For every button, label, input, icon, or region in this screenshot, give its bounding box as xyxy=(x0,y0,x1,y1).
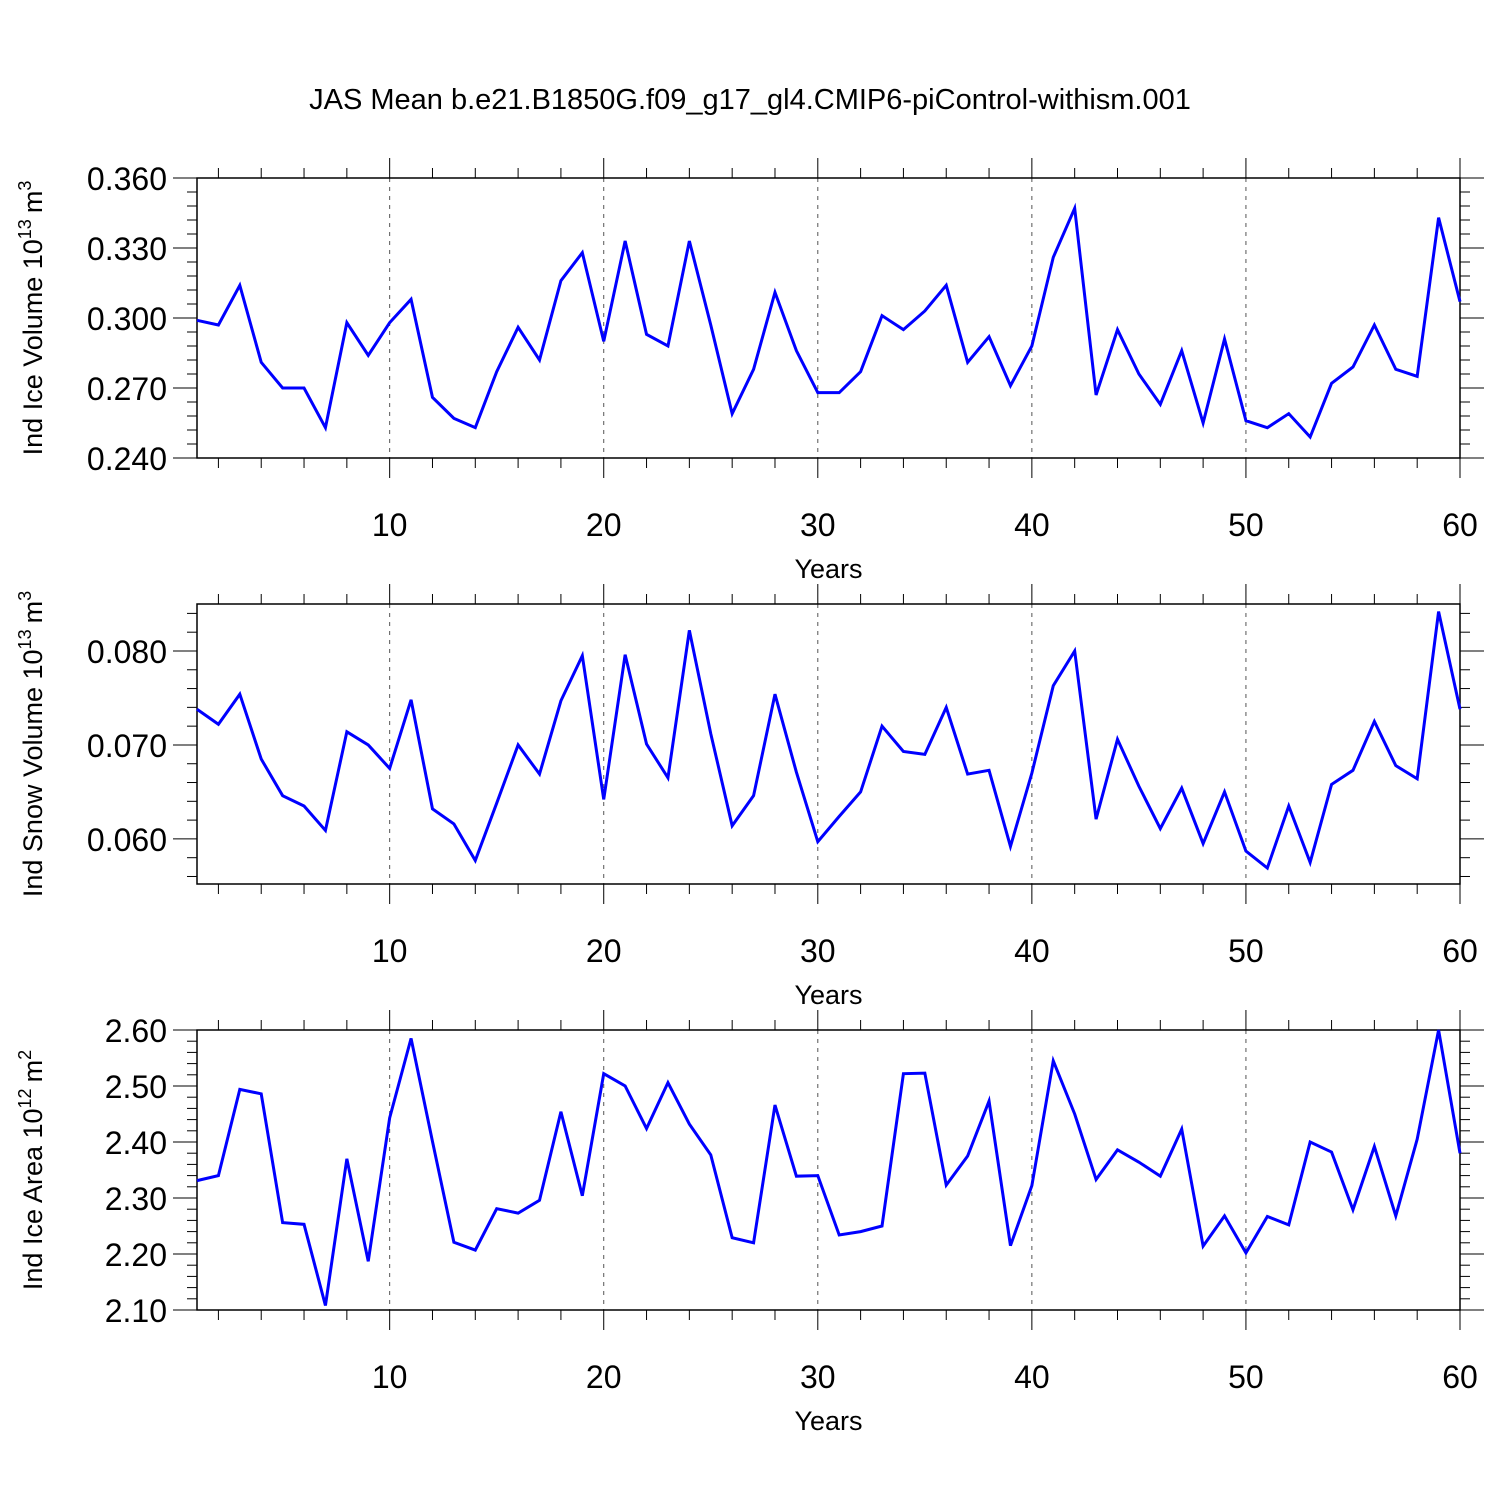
x-tick-label: 10 xyxy=(372,1359,408,1395)
y-tick-label: 0.270 xyxy=(87,371,167,407)
y-tick-label: 0.360 xyxy=(87,161,167,197)
y-tick-label: 0.240 xyxy=(87,441,167,477)
x-tick-label: 60 xyxy=(1442,933,1478,969)
chart-panel-3: 2.10 2.20 2.30 2.40 2.50 2.60 10 20 30 40 50 60 Year… xyxy=(15,1010,1484,1436)
plot-frame xyxy=(197,604,1460,884)
plot-frame xyxy=(197,178,1460,458)
x-tick-label: 30 xyxy=(800,1359,836,1395)
y-axis-label: Ind Snow Volume 1013m3 xyxy=(15,591,48,897)
x-axis-label: Years xyxy=(794,980,862,1010)
series-line xyxy=(197,612,1460,869)
chart-panel-1: 0.240 0.270 0.300 0.330 0.360 10 20 30 40 50 60 Yea… xyxy=(15,158,1484,584)
y-tick-label: 2.20 xyxy=(105,1237,167,1273)
y-tick-label: 0.060 xyxy=(87,822,167,858)
y-tick-label: 0.300 xyxy=(87,301,167,337)
series-line xyxy=(197,1030,1460,1306)
x-axis-label: Years xyxy=(794,1406,862,1436)
x-tick-label: 20 xyxy=(586,1359,622,1395)
x-tick-label: 30 xyxy=(800,507,836,543)
x-tick-label: 50 xyxy=(1228,1359,1264,1395)
x-axis-label: Years xyxy=(794,554,862,584)
y-tick-label: 0.330 xyxy=(87,231,167,267)
x-tick-label: 10 xyxy=(372,507,408,543)
plot-frame xyxy=(197,1030,1460,1310)
x-tick-label: 20 xyxy=(586,933,622,969)
y-axis-label: Ind Ice Area 1012m2 xyxy=(15,1050,48,1290)
y-tick-label: 2.30 xyxy=(105,1181,167,1217)
x-tick-label: 40 xyxy=(1014,1359,1050,1395)
x-tick-label: 60 xyxy=(1442,507,1478,543)
x-tick-label: 20 xyxy=(586,507,622,543)
y-tick-label: 2.10 xyxy=(105,1293,167,1329)
y-tick-label: 0.080 xyxy=(87,634,167,670)
y-tick-label: 0.070 xyxy=(87,728,167,764)
x-tick-label: 40 xyxy=(1014,507,1050,543)
y-tick-label: 2.60 xyxy=(105,1013,167,1049)
x-tick-label: 40 xyxy=(1014,933,1050,969)
y-axis-label: Ind Ice Volume 1013m3 xyxy=(15,181,48,456)
x-tick-label: 50 xyxy=(1228,933,1264,969)
x-tick-label: 50 xyxy=(1228,507,1264,543)
chart-panel-2: 0.060 0.070 0.080 10 20 30 40 50 60 Years Ind Snow… xyxy=(15,584,1484,1010)
y-tick-label: 2.50 xyxy=(105,1069,167,1105)
figure-title: JAS Mean b.e21.B1850G.f09_g17_gl4.CMIP6-… xyxy=(0,84,1500,117)
x-tick-label: 60 xyxy=(1442,1359,1478,1395)
y-tick-label: 2.40 xyxy=(105,1125,167,1161)
x-tick-label: 10 xyxy=(372,933,408,969)
x-tick-label: 30 xyxy=(800,933,836,969)
series-line xyxy=(197,208,1460,437)
